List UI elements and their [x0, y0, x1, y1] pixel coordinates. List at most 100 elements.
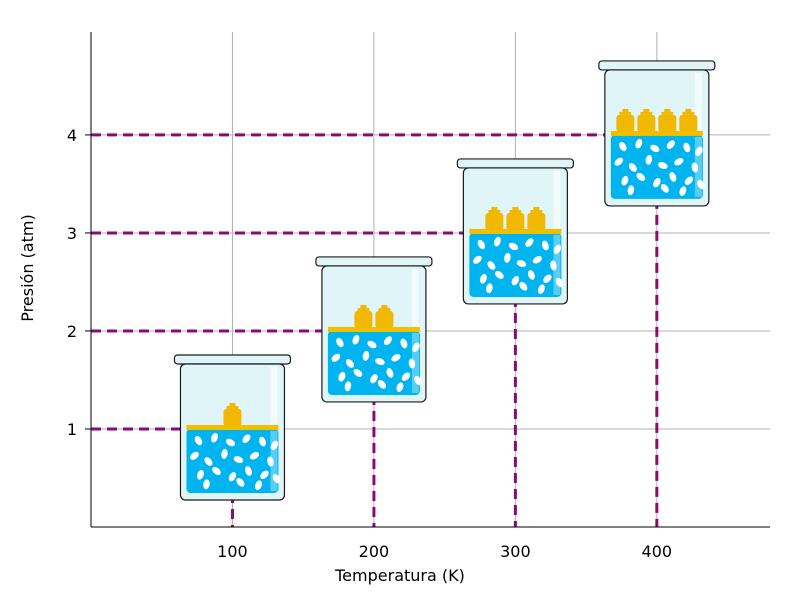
gas-particle [511, 276, 520, 286]
liquid-highlight [553, 234, 561, 295]
container-lid [315, 256, 433, 267]
pressure-container [315, 256, 433, 403]
gas-particle [684, 176, 694, 185]
gas-particle [683, 142, 691, 153]
gas-volume [327, 330, 420, 395]
gas-particle [204, 457, 213, 466]
gas-particle [550, 260, 557, 271]
gas-particle [636, 172, 646, 181]
gas-particle [614, 157, 624, 166]
ticks: 100 200 300 400 1 2 3 4 [67, 126, 672, 561]
gas-particle [190, 451, 199, 460]
gas-particle [527, 270, 535, 280]
gas-particle [408, 358, 416, 369]
gas-particle [210, 432, 218, 443]
piston-plate [186, 424, 279, 430]
weight-block [375, 304, 394, 328]
axes [90, 32, 770, 528]
gas-particle [619, 141, 627, 152]
gas-particle [228, 472, 237, 482]
gas-particle [377, 380, 386, 389]
liquid-highlight [694, 136, 702, 197]
gas-particle [233, 456, 244, 464]
gas-particle [669, 172, 677, 182]
pressure-container [598, 60, 716, 207]
weight-block [485, 206, 504, 230]
gas-particle [412, 342, 420, 352]
gas-particle [504, 252, 511, 263]
gas-particle [249, 452, 260, 460]
gas-particle [391, 354, 401, 362]
gas-particle [477, 239, 486, 250]
gas-particle [414, 375, 422, 386]
x-tick-label: 200 [359, 542, 390, 561]
gas-particle [362, 350, 370, 361]
gas-particle [537, 284, 545, 295]
gas-particle [493, 236, 501, 247]
gas-particle [627, 185, 635, 196]
gas-particle [621, 175, 629, 186]
gas-volume [186, 428, 279, 493]
gas-particle [525, 238, 534, 247]
gas-particle [553, 244, 562, 254]
gas-particle [400, 338, 408, 349]
gas-particle [258, 436, 266, 447]
y-axis-title: Presión (atm) [18, 214, 37, 321]
gas-particle [196, 469, 204, 480]
weight-block [354, 304, 373, 328]
gas-particle [345, 359, 354, 368]
gas-particle [272, 473, 281, 484]
pressure-container [173, 354, 292, 501]
gas-particle [254, 480, 262, 491]
gas-particle [487, 261, 496, 270]
gas-particle [653, 178, 661, 188]
gas-particle [203, 479, 210, 490]
gas-particle [401, 372, 411, 381]
gas-particle [635, 138, 643, 149]
gas-particle [260, 470, 269, 479]
containers [173, 60, 716, 501]
weight-block [527, 206, 546, 230]
piston-plate [327, 326, 420, 332]
gas-particle [532, 256, 542, 264]
weight-block [679, 108, 698, 132]
gas-particle [370, 374, 378, 384]
gas-particle [645, 154, 653, 165]
gas-particle [695, 146, 703, 156]
weight-block [658, 108, 677, 132]
gas-particle [338, 371, 346, 382]
gas-particle [666, 140, 675, 149]
gas-volume [469, 232, 562, 297]
gas-particle [386, 368, 394, 378]
gas-particle [508, 242, 518, 251]
gas-particle [679, 186, 687, 196]
gas-particle [486, 283, 493, 294]
gas-particle [479, 273, 487, 284]
gas-particle [555, 277, 564, 288]
x-tick-label: 100 [217, 542, 248, 561]
piston-plate [469, 228, 562, 234]
weight-block [506, 206, 525, 230]
gas-particle [660, 183, 669, 193]
gas-particle [194, 435, 203, 446]
gas-particle [331, 353, 341, 362]
y-tick-label: 2 [67, 322, 77, 341]
gas-volume [610, 134, 703, 199]
gas-particle [628, 163, 637, 172]
gas-particle [674, 157, 684, 166]
gas-particle [495, 270, 504, 279]
gas-particle [221, 448, 228, 459]
gas-particle [383, 336, 392, 346]
liquid-highlight [411, 332, 419, 393]
gas-particle [244, 466, 252, 476]
gas-particle [242, 434, 251, 444]
gas-particle [473, 255, 482, 264]
gas-particle [267, 456, 274, 467]
piston-plate [610, 130, 703, 136]
weight-block [637, 108, 656, 132]
gas-particle [270, 440, 279, 450]
gas-particle [543, 274, 552, 283]
gas-particle [344, 381, 352, 392]
gas-particle [650, 144, 660, 153]
y-tick-label: 3 [67, 224, 77, 243]
